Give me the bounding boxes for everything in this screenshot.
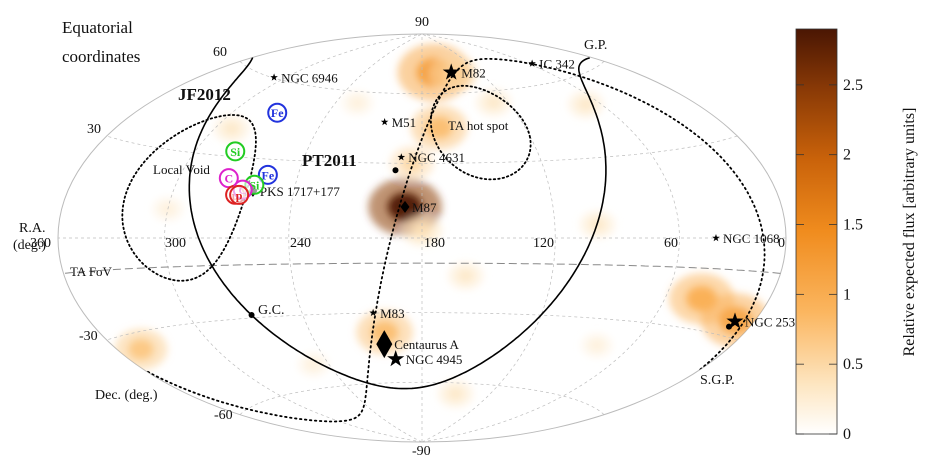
ra-tick-120: 120 — [533, 236, 554, 251]
dec-tick-30: 30 — [87, 122, 101, 137]
centaurus-a-marker — [376, 330, 393, 359]
colorbar-tick-label-2: 1 — [843, 286, 851, 303]
m87-marker — [400, 200, 410, 213]
local-void-label: Local Void — [153, 162, 210, 177]
colorbar-label: Relative expected flux [arbitrary units] — [901, 108, 918, 357]
g-c-point — [248, 312, 255, 319]
colorbar-tick-label-3: 1.5 — [843, 217, 863, 234]
ra-gridline-300 — [164, 34, 423, 442]
sgp-label: S.G.P. — [700, 373, 735, 388]
m51-label: M51 — [392, 115, 417, 130]
jf2012-fe-marker — [267, 102, 288, 123]
coordinate-grid — [58, 34, 786, 442]
m82-label: M82 — [461, 65, 486, 80]
pt2011-p-label: p — [236, 188, 243, 202]
m87-label: M87 — [412, 200, 437, 215]
colorbar-ticks: 0 0.5 1 1.5 2 2.5 — [796, 77, 863, 443]
gp-label: G.P. — [584, 38, 607, 53]
ngc-1068-marker — [712, 234, 720, 242]
colorbar — [795, 28, 838, 435]
colorbar-tick-label-4: 2 — [843, 147, 851, 164]
ra-gridline-60 — [421, 34, 680, 442]
ta-fov-line — [63, 262, 781, 274]
centaurus-a-label: Centaurus A — [394, 337, 459, 352]
pt2011-si-label: Si — [249, 178, 260, 192]
ra-axis-label-line-1: R.A. — [19, 221, 45, 236]
pt2011-label: PT2011 — [302, 151, 357, 170]
flux-core-13 — [485, 95, 503, 110]
ngc-1068-label: NGC 1068 — [723, 231, 780, 246]
ngc-6946-marker — [270, 73, 278, 81]
jf2012-si-marker — [225, 141, 246, 162]
local-void-region — [121, 114, 257, 282]
colorbar-tick-label-1: 0.5 — [843, 356, 863, 373]
ta-hot-spot-label: TA hot spot — [448, 118, 509, 133]
ngc-4945-marker — [387, 350, 405, 367]
ra-tick-0: 0 — [778, 236, 785, 251]
source-markers: NGC 6946 M82 IC 342 M51 NGC 4631 M87 NGC 1068 N… — [218, 57, 795, 367]
g-p-point — [392, 167, 399, 174]
ra-tick-240: 240 — [290, 236, 311, 251]
ngc-253-marker — [726, 312, 744, 329]
pt2011-p-marker — [229, 184, 250, 205]
dec-tick-minus-60: -60 — [214, 408, 233, 423]
dec-tick-60: 60 — [213, 45, 227, 60]
ra-axis-label-line-2: (deg.) — [13, 238, 46, 253]
colorbar-tick-label-5: 2.5 — [843, 77, 863, 94]
ta-hot-spot-region — [429, 84, 532, 181]
m83-marker — [369, 308, 377, 317]
s-g-p-point — [726, 323, 733, 330]
ngc-6946-label: NGC 6946 — [281, 70, 338, 85]
supergalactic-plane — [146, 58, 766, 423]
flux-core-20 — [589, 339, 605, 352]
gc-label: G.C. — [258, 303, 284, 318]
dec-tick-90: 90 — [415, 15, 429, 30]
flux-core-8 — [457, 268, 475, 283]
dec-tick-minus-30: -30 — [79, 329, 98, 344]
ngc-253-label: NGC 253 — [745, 314, 795, 329]
chart-title-line-1: Equatorial — [62, 18, 133, 37]
flux-core-5 — [401, 154, 423, 172]
pt2011-fe-label: Fe — [262, 168, 275, 182]
galactic-plane — [188, 57, 607, 390]
ra-tick-60: 60 — [664, 236, 678, 251]
flux-core-14 — [223, 121, 241, 136]
flux-core-2 — [425, 116, 453, 139]
curves — [63, 57, 781, 423]
jf2012-c-label: C — [224, 172, 233, 186]
dec-axis-label: Dec. (deg.) — [95, 388, 158, 403]
ta-fov-label: TA FoV — [70, 264, 113, 279]
pt2011-fe-marker — [257, 164, 278, 185]
flux-core-16 — [349, 96, 365, 110]
flux-core-17 — [447, 386, 465, 401]
ra-tick-180: 180 — [424, 236, 445, 251]
ra-tick-300: 300 — [165, 236, 186, 251]
m83-label: M83 — [380, 306, 405, 321]
ngc-4945-label: NGC 4945 — [406, 352, 463, 367]
chart-title-line-2: coordinates — [62, 47, 140, 66]
flux-core-12 — [128, 338, 154, 360]
dec-tick-minus-90: -90 — [412, 444, 431, 459]
m51-marker — [380, 118, 389, 126]
jf2012-label: JF2012 — [178, 85, 231, 104]
jf2012-fe-label: Fe — [271, 106, 284, 120]
pks-1717-177-label: PKS 1717+177 — [260, 184, 340, 199]
ngc-4631-label: NGC 4631 — [408, 150, 465, 165]
ra-tick-360: 360 — [30, 236, 51, 251]
ic-342-label: IC 342 — [539, 57, 575, 72]
colorbar-tick-label-0: 0 — [843, 426, 851, 443]
ngc-4631-marker — [397, 153, 406, 161]
jf2012-si-label: Si — [230, 145, 241, 159]
m82-marker — [442, 63, 460, 80]
dec-gridline-minus-60 — [239, 381, 605, 415]
ic-342-marker — [528, 59, 536, 67]
